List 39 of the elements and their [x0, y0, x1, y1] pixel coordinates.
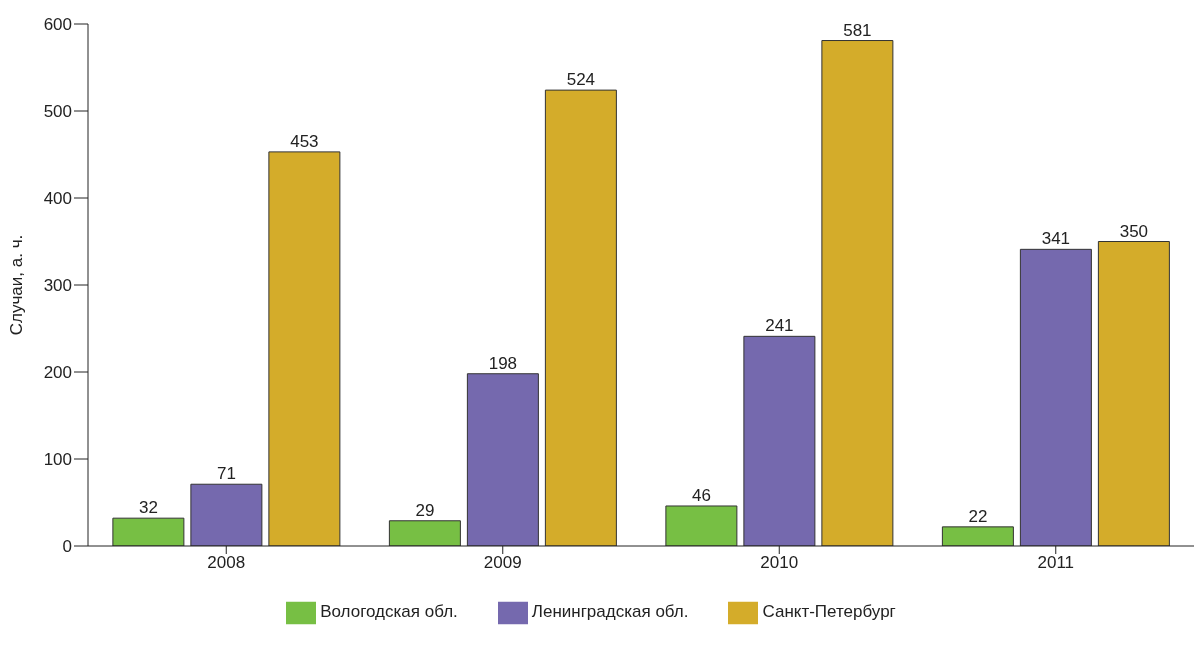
bar — [112, 517, 185, 546]
y-tick-label: 600 — [43, 15, 72, 35]
y-tick-label: 500 — [43, 102, 72, 122]
bar — [743, 335, 816, 546]
data-label: 453 — [290, 131, 319, 151]
y-axis-title: Случаи, а. ч. — [7, 234, 27, 336]
x-tick-label: 2008 — [207, 553, 246, 573]
data-label: 71 — [216, 464, 236, 484]
legend-label: Вологодская обл. — [320, 602, 458, 622]
y-tick-label: 100 — [43, 450, 72, 470]
data-label: 524 — [566, 70, 596, 90]
data-label: 341 — [1041, 229, 1071, 249]
data-label: 32 — [138, 498, 158, 518]
x-tick-label: 2009 — [483, 553, 522, 573]
bar — [821, 40, 894, 546]
data-label: 350 — [1119, 221, 1149, 241]
data-label: 581 — [843, 20, 872, 40]
bar — [190, 483, 263, 546]
legend-label: Ленинградская обл. — [531, 602, 689, 622]
bar — [544, 89, 617, 546]
data-label: 241 — [765, 316, 794, 336]
bar — [941, 526, 1014, 546]
bar — [1019, 248, 1092, 546]
legend-label: Санкт-Петербург — [762, 602, 896, 622]
bar — [268, 151, 341, 546]
bar — [665, 505, 738, 546]
x-tick-label: 2011 — [1037, 553, 1075, 573]
data-label: 22 — [968, 506, 988, 526]
x-tick-label: 2010 — [760, 553, 799, 573]
data-label: 198 — [488, 353, 518, 373]
y-tick-label: 400 — [43, 189, 72, 209]
data-label: 29 — [415, 500, 435, 520]
bar — [388, 520, 461, 546]
y-tick-label: 300 — [43, 276, 72, 296]
y-tick-label: 200 — [43, 363, 72, 383]
bar — [1097, 241, 1170, 546]
y-tick-label: 0 — [62, 537, 72, 557]
bar — [466, 373, 539, 546]
data-label: 46 — [691, 485, 711, 505]
